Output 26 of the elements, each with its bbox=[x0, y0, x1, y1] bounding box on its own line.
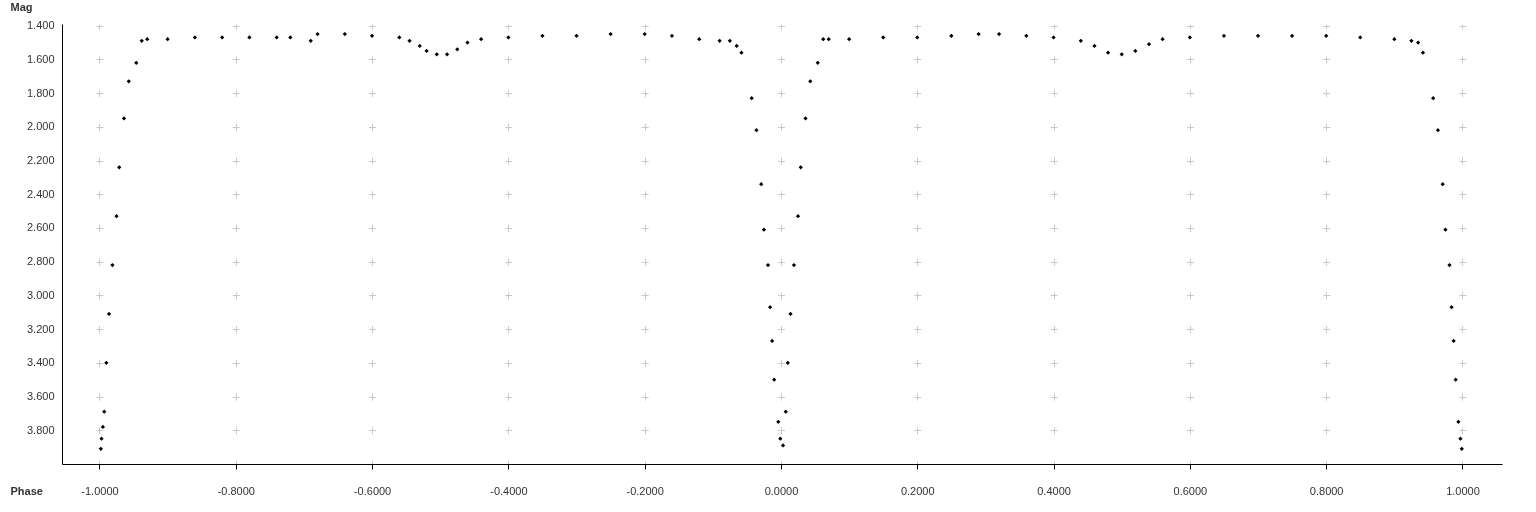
x-tick-label: -1.0000 bbox=[81, 484, 119, 497]
x-tick-label: 0.6000 bbox=[1173, 484, 1208, 497]
y-tick-label: 2.400 bbox=[26, 187, 55, 200]
y-tick-label: 1.400 bbox=[26, 19, 55, 32]
x-tick-label: 1.0000 bbox=[1446, 484, 1480, 497]
y-tick-label: 1.800 bbox=[26, 86, 55, 99]
y-tick-label: 3.000 bbox=[26, 288, 55, 301]
y-tick-label: 3.400 bbox=[26, 356, 55, 369]
y-tick-label: 2.000 bbox=[26, 120, 55, 133]
y-tick-label: 3.800 bbox=[26, 423, 55, 436]
x-tick-label: 0.8000 bbox=[1309, 484, 1344, 497]
x-tick-label: -0.4000 bbox=[490, 484, 528, 497]
y-axis-title: Mag bbox=[10, 0, 33, 13]
y-tick-label: 2.200 bbox=[26, 154, 55, 167]
y-tick-label: 2.800 bbox=[26, 255, 55, 268]
y-tick-label: 1.600 bbox=[26, 52, 55, 65]
x-tick-label: -0.6000 bbox=[353, 484, 392, 497]
x-axis-title: Phase bbox=[10, 484, 43, 497]
x-tick-label: -0.2000 bbox=[626, 484, 664, 497]
x-tick-label: 0.0000 bbox=[764, 484, 799, 497]
y-tick-label: 3.600 bbox=[26, 390, 55, 403]
x-tick-label: 0.2000 bbox=[900, 484, 935, 497]
y-tick-label: 2.600 bbox=[26, 221, 55, 234]
x-tick-label: 0.4000 bbox=[1037, 484, 1071, 497]
y-tick-label: 3.200 bbox=[26, 322, 55, 335]
x-tick-label: -0.8000 bbox=[217, 484, 255, 497]
